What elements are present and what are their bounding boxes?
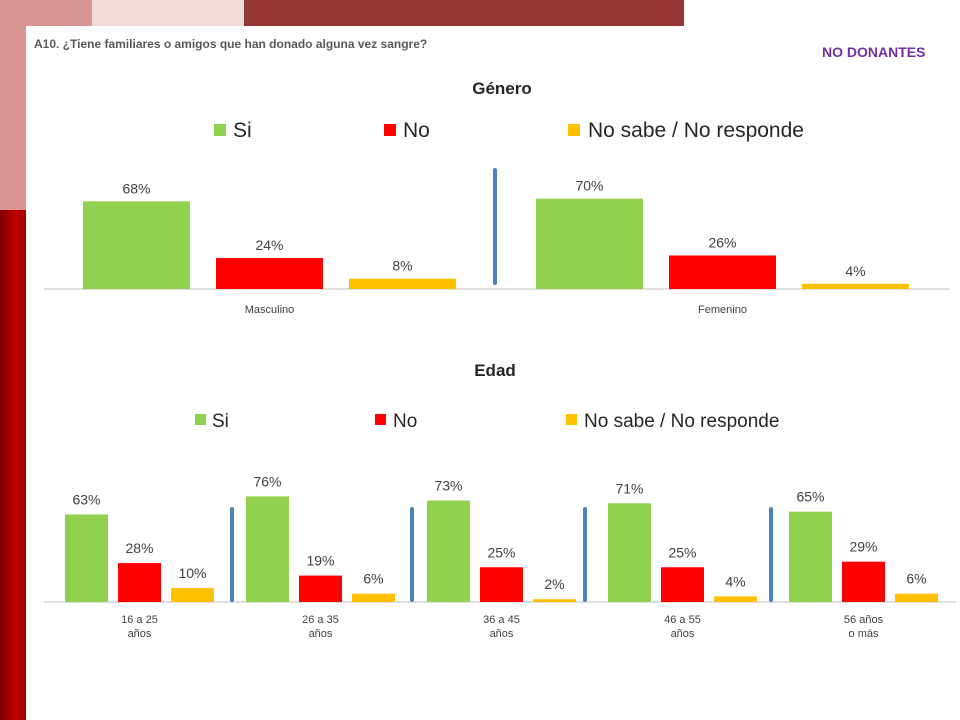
chart-title: Edad: [474, 361, 516, 380]
data-label: 6%: [906, 571, 926, 587]
bar-no: [299, 575, 342, 602]
data-label: 76%: [253, 473, 281, 489]
bar-no: [118, 563, 161, 602]
left-bar-red: [0, 210, 26, 720]
bar-ns: [352, 593, 395, 602]
chart-edad: Edad Si No No sabe / No responde 63% 28% 1…: [44, 361, 956, 640]
bar-ns: [895, 593, 938, 602]
bar-no: [661, 567, 704, 602]
separators: [230, 507, 773, 602]
category-label: años: [309, 628, 333, 640]
category-labels: Masculino Femenino: [245, 304, 747, 316]
legend-label-no: No: [393, 411, 417, 432]
legend-label-ns: No sabe / No responde: [584, 411, 779, 432]
data-label: 65%: [796, 489, 824, 505]
legend-swatch-no: [384, 124, 396, 136]
legend-label-ns: No sabe / No responde: [588, 119, 804, 142]
data-labels: 63% 28% 10% 76% 19% 6% 73% 25% 2% 71% 25% 4% 65% 29% 6…: [72, 473, 926, 592]
bar-no: [216, 258, 323, 289]
legend-swatch-si: [214, 124, 226, 136]
category-label: años: [490, 628, 514, 640]
data-label: 10%: [178, 565, 206, 581]
category-label: 36 a 45: [483, 614, 520, 626]
data-label: 25%: [668, 544, 696, 560]
bars: [83, 198, 909, 289]
data-label: 2%: [544, 576, 564, 592]
bar-no: [669, 255, 776, 289]
bar-si: [65, 514, 108, 602]
header-band-light: [92, 0, 244, 26]
bar-ns: [171, 588, 214, 602]
bar-ns: [802, 283, 909, 289]
category-label: 46 a 55: [664, 614, 701, 626]
bar-si: [427, 500, 470, 602]
bar-si: [608, 503, 651, 602]
data-label: 73%: [434, 478, 462, 494]
legend: Si No No sabe / No responde: [195, 411, 779, 432]
legend: Si No No sabe / No responde: [214, 119, 804, 142]
legend-label-si: Si: [233, 119, 252, 142]
segment-tag: NO DONANTES: [822, 44, 926, 60]
category-label: 56 años: [844, 614, 884, 626]
category-label: Masculino: [245, 304, 295, 316]
data-label: 6%: [363, 571, 383, 587]
category-label: años: [128, 628, 152, 640]
bar-si: [536, 198, 643, 289]
bar-si: [83, 201, 190, 289]
data-label: 4%: [725, 573, 745, 589]
chart-title: Género: [472, 79, 532, 98]
bars: [65, 496, 938, 602]
data-label: 8%: [392, 258, 412, 274]
category-label: Femenino: [698, 304, 747, 316]
data-label: 19%: [306, 553, 334, 569]
header-band-dark: [244, 0, 684, 26]
left-bar-light: [0, 0, 26, 210]
bar-si: [789, 511, 832, 602]
category-label: 26 a 35: [302, 614, 339, 626]
category-label: 16 a 25: [121, 614, 158, 626]
data-label: 29%: [849, 539, 877, 555]
data-label: 68%: [122, 180, 150, 196]
data-label: 71%: [615, 480, 643, 496]
legend-label-no: No: [403, 119, 430, 142]
category-labels: 16 a 25 años 26 a 35 años 36 a 45 años 46 a 55…: [121, 614, 883, 640]
bar-ns: [714, 596, 757, 602]
data-label: 25%: [487, 544, 515, 560]
chart-genero: Género Si No No sabe / No responde 68% 24…: [44, 79, 950, 316]
data-label: 24%: [255, 237, 283, 253]
bar-no: [480, 567, 523, 602]
legend-label-si: Si: [212, 411, 229, 432]
question-text: A10. ¿Tiene familiares o amigos que han …: [34, 37, 428, 51]
data-label: 4%: [845, 263, 865, 279]
data-label: 26%: [708, 234, 736, 250]
category-label: o más: [849, 628, 879, 640]
data-labels: 68% 24% 8% 70% 26% 4%: [122, 178, 865, 279]
legend-swatch-si: [195, 414, 206, 425]
legend-swatch-ns: [568, 124, 580, 136]
data-label: 28%: [125, 540, 153, 556]
bar-no: [842, 561, 885, 602]
bar-ns: [533, 599, 576, 602]
bar-si: [246, 496, 289, 602]
legend-swatch-ns: [566, 414, 577, 425]
data-label: 63%: [72, 491, 100, 507]
bar-ns: [349, 278, 456, 289]
category-label: años: [671, 628, 695, 640]
data-label: 70%: [575, 178, 603, 194]
legend-swatch-no: [375, 414, 386, 425]
